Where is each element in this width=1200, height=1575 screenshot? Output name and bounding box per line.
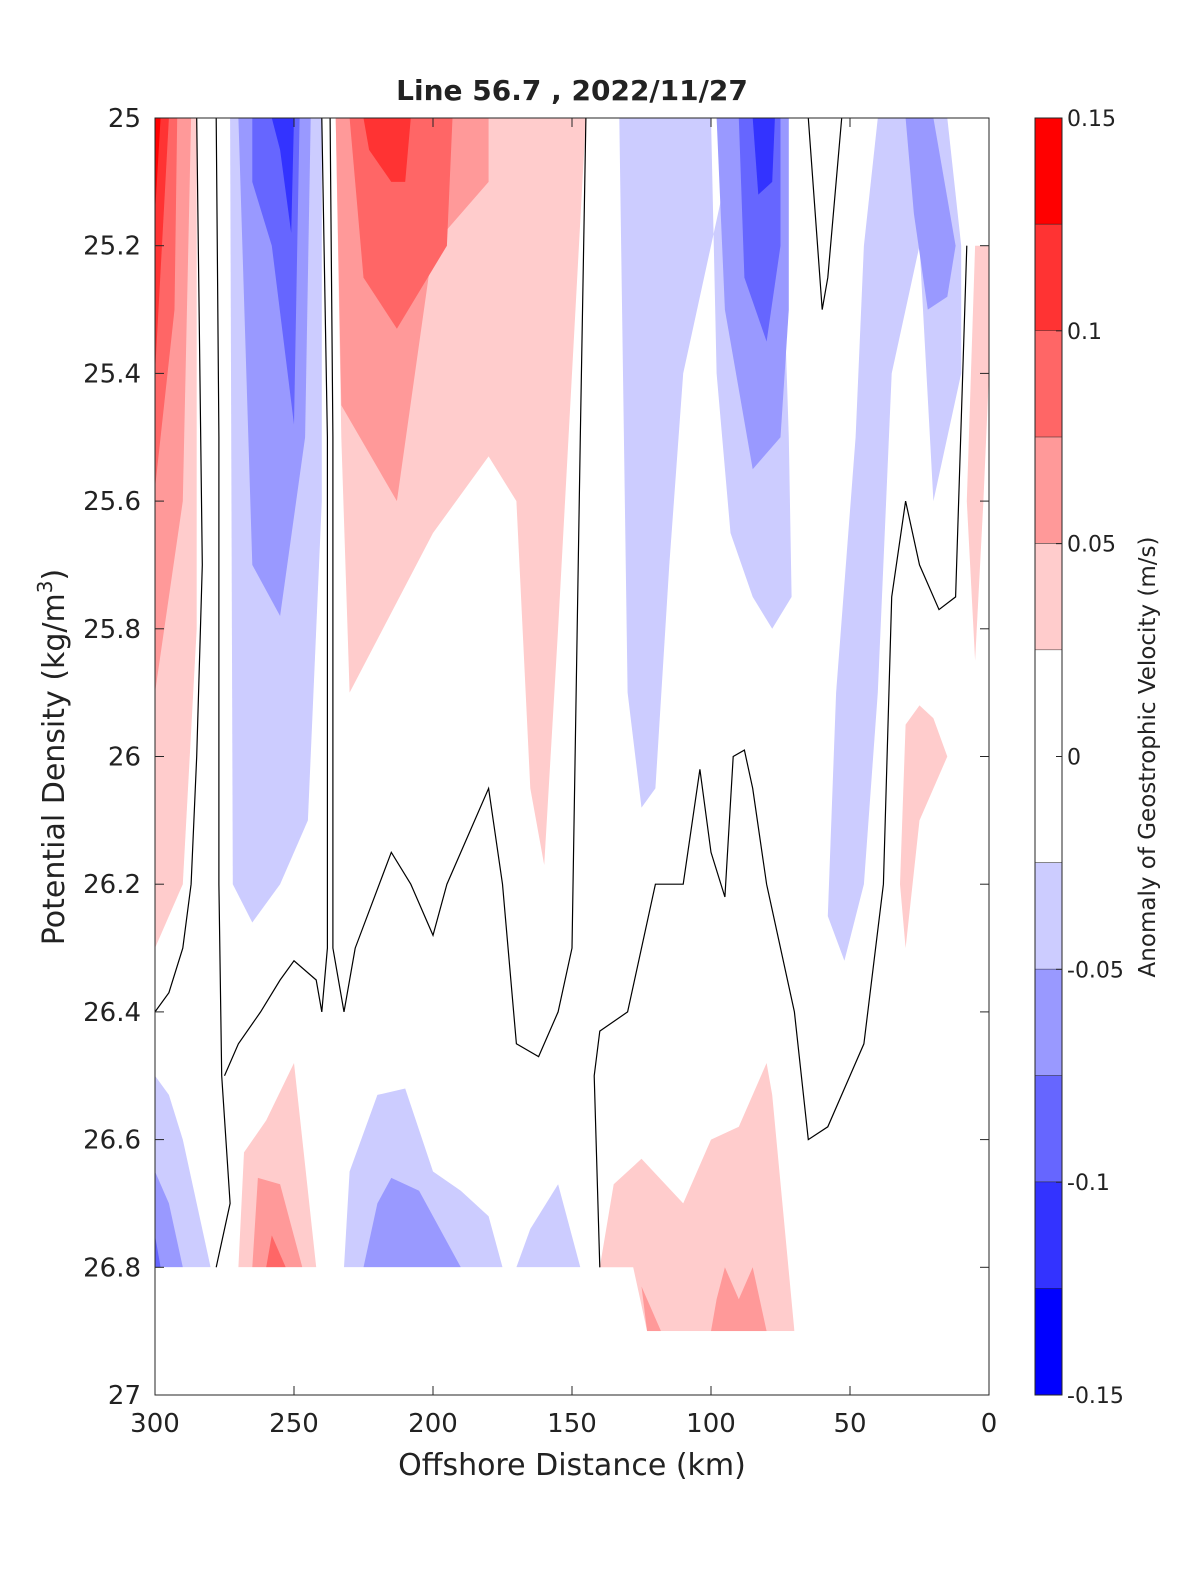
contour-region-30 bbox=[599, 1063, 795, 1332]
y-axis-label: Potential Density (kg/m3) bbox=[33, 569, 72, 945]
colorbar: 0.15 0.1 0.05 0 -0.05 -0.1 -0.15 bbox=[1034, 107, 1124, 1409]
colorbar-band-4 bbox=[1035, 543, 1062, 651]
no-data-region bbox=[155, 1267, 989, 1395]
x-tick-label-0: 300 bbox=[130, 1409, 180, 1439]
zero-contour-layer bbox=[154, 117, 968, 1268]
contour-region-32 bbox=[711, 1267, 767, 1332]
no-data-layer bbox=[155, 1267, 989, 1395]
contour-region-20 bbox=[900, 705, 948, 949]
contour-region-26 bbox=[266, 1235, 286, 1268]
chart-title: Line 56.7 , 2022/11/27 bbox=[396, 74, 748, 107]
colorbar-band-2 bbox=[1035, 330, 1062, 438]
contour-region-18 bbox=[905, 118, 956, 310]
contour-region-28 bbox=[363, 1177, 461, 1268]
plot-area: 300 250 200 150 100 50 0 25 25.2 25.4 25.6 25.8 26 26… bbox=[83, 104, 997, 1439]
colorbar-band-1 bbox=[1035, 224, 1062, 331]
colorbar-bands bbox=[1035, 118, 1062, 1396]
y-tick-label-6: 26.2 bbox=[83, 870, 141, 900]
colorbar-tick-label-3: 0 bbox=[1067, 746, 1081, 771]
y-tick-label-5: 26 bbox=[108, 743, 141, 773]
y-axis-label-main: Potential Density (kg/m bbox=[37, 593, 72, 945]
y-axis-label-superscript: 3 bbox=[33, 580, 57, 593]
contour-region-29 bbox=[516, 1184, 581, 1268]
x-tick-label-6: 0 bbox=[981, 1409, 998, 1439]
y-tick-label-3: 25.6 bbox=[83, 487, 141, 517]
colorbar-tick-label-5: -0.1 bbox=[1067, 1171, 1110, 1196]
y-tick-label-7: 26.4 bbox=[83, 998, 141, 1028]
contour-region-19 bbox=[966, 245, 989, 661]
y-tick-label-2: 25.4 bbox=[83, 359, 141, 389]
contour-fill-layer bbox=[155, 118, 989, 1332]
colorbar-band-0 bbox=[1035, 118, 1062, 225]
contour-region-16 bbox=[752, 118, 775, 195]
colorbar-tick-label-4: -0.05 bbox=[1067, 958, 1124, 983]
zero-contour-line-1 bbox=[215, 117, 231, 1268]
zero-contour-line-2 bbox=[223, 117, 328, 1077]
contour-region-12 bbox=[363, 118, 411, 182]
contour-region-4 bbox=[155, 118, 161, 214]
y-tick-label-4: 25.8 bbox=[83, 615, 141, 645]
zero-contour-line-3 bbox=[329, 117, 587, 1058]
x-tick-label-5: 50 bbox=[833, 1409, 866, 1439]
contour-region-8 bbox=[271, 118, 294, 233]
x-tick-label-3: 150 bbox=[547, 1409, 597, 1439]
y-tick-label-9: 26.8 bbox=[83, 1253, 141, 1283]
colorbar-band-3 bbox=[1035, 437, 1062, 544]
colorbar-band-7 bbox=[1035, 969, 1062, 1076]
y-tick-label-0: 25 bbox=[108, 104, 141, 134]
x-tick-label-1: 250 bbox=[269, 1409, 319, 1439]
colorbar-tick-label-6: -0.15 bbox=[1067, 1384, 1124, 1409]
y-tick-label-1: 25.2 bbox=[83, 232, 141, 262]
axis-ticks: 300 250 200 150 100 50 0 25 25.2 25.4 25.6 25.8 26 26… bbox=[83, 104, 997, 1439]
zero-contour-line-5 bbox=[807, 117, 843, 310]
contour-region-25 bbox=[252, 1177, 303, 1268]
contour-region-22 bbox=[155, 1171, 183, 1268]
colorbar-ticks: 0.15 0.1 0.05 0 -0.05 -0.1 -0.15 bbox=[1056, 107, 1124, 1409]
colorbar-band-9 bbox=[1035, 1182, 1062, 1289]
zero-contour-line-0 bbox=[154, 117, 203, 1013]
contour-region-31 bbox=[641, 1286, 661, 1332]
contour-region-17 bbox=[827, 118, 962, 961]
y-tick-label-8: 26.6 bbox=[83, 1126, 141, 1156]
colorbar-band-10 bbox=[1035, 1288, 1062, 1395]
colorbar-band-6 bbox=[1035, 862, 1062, 970]
x-tick-label-4: 100 bbox=[686, 1409, 736, 1439]
x-tick-label-2: 200 bbox=[408, 1409, 458, 1439]
y-axis-label-close: ) bbox=[37, 569, 72, 581]
zero-contour-line-4 bbox=[593, 245, 968, 1268]
colorbar-label: Anomaly of Geostrophic Velocity (m/s) bbox=[1135, 537, 1161, 978]
colorbar-tick-label-0: 0.15 bbox=[1067, 107, 1116, 132]
colorbar-band-8 bbox=[1035, 1075, 1062, 1183]
x-axis-label: Offshore Distance (km) bbox=[398, 1448, 746, 1483]
contour-region-11 bbox=[349, 118, 453, 329]
colorbar-tick-label-1: 0.1 bbox=[1067, 320, 1102, 345]
colorbar-tick-label-2: 0.05 bbox=[1067, 533, 1116, 558]
y-tick-label-10: 27 bbox=[108, 1381, 141, 1411]
